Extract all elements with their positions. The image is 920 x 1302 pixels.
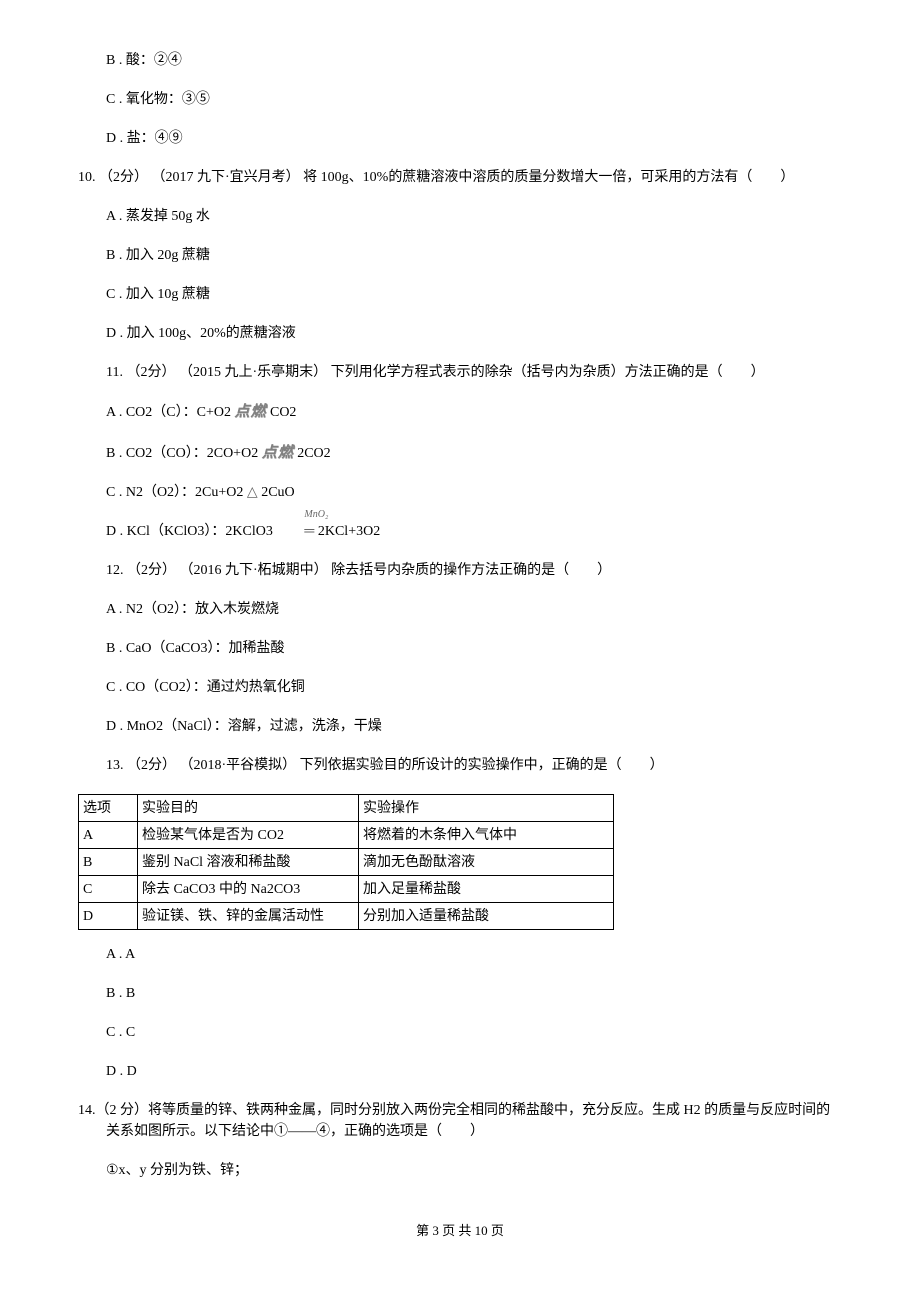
table-header: 实验操作 — [359, 795, 614, 822]
q13-option-a: A . A — [78, 944, 842, 965]
q13-table: 选项 实验目的 实验操作 A 检验某气体是否为 CO2 将燃着的木条伸入气体中 … — [78, 794, 614, 930]
q12-option-c: C . CO（CO2）：通过灼热氧化铜 — [78, 677, 842, 698]
q10-stem: 10. （2分） （2017 九下·宜兴月考） 将 100g、10%的蔗糖溶液中… — [78, 167, 842, 188]
q12-option-d: D . MnO2（NaCl）：溶解，过滤，洗涤，干燥 — [78, 716, 842, 737]
table-row: D 验证镁、铁、锌的金属活动性 分别加入适量稀盐酸 — [79, 903, 614, 930]
table-cell: C — [79, 876, 138, 903]
q9-option-d: D . 盐：④⑨ — [78, 128, 842, 149]
table-cell: A — [79, 822, 138, 849]
q11-a-pre: A . CO2（C）：C+O2 — [106, 405, 234, 420]
table-cell: 除去 CaCO3 中的 Na2CO3 — [138, 876, 359, 903]
q11-b-pre: B . CO2（CO）：2CO+O2 — [106, 446, 262, 461]
q12-option-b: B . CaO（CaCO3）：加稀盐酸 — [78, 638, 842, 659]
q12-option-a: A . N2（O2）：放入木炭燃烧 — [78, 599, 842, 620]
q10-option-d: D . 加入 100g、20%的蔗糖溶液 — [78, 323, 842, 344]
q11-option-a: A . CO2（C）：C+O2 点燃 CO2 — [78, 401, 842, 424]
q11-d-pre: D . KCl（KClO3）：2KClO3 — [106, 524, 276, 539]
q11-option-c: C . N2（O2）：2Cu+O2 △ 2CuO — [78, 482, 842, 503]
table-row: 选项 实验目的 实验操作 — [79, 795, 614, 822]
table-cell: 加入足量稀盐酸 — [359, 876, 614, 903]
q10-option-c: C . 加入 10g 蔗糖 — [78, 284, 842, 305]
mno2-icon: MnO₂═ — [276, 521, 314, 542]
q13-option-b: B . B — [78, 983, 842, 1004]
mno2-top: MnO₂ — [276, 507, 314, 522]
q11-stem: 11. （2分） （2015 九上·乐亭期末） 下列用化学方程式表示的除杂（括号… — [78, 362, 842, 383]
table-cell: D — [79, 903, 138, 930]
table-cell: B — [79, 849, 138, 876]
table-row: C 除去 CaCO3 中的 Na2CO3 加入足量稀盐酸 — [79, 876, 614, 903]
q14-stem: 14.（2 分）将等质量的锌、铁两种金属，同时分别放入两份完全相同的稀盐酸中，充… — [78, 1100, 842, 1142]
q13-option-d: D . D — [78, 1061, 842, 1082]
q11-c-post: 2CuO — [258, 485, 295, 500]
q10-option-b: B . 加入 20g 蔗糖 — [78, 245, 842, 266]
q11-option-d: D . KCl（KClO3）：2KClO3 MnO₂═ 2KCl+3O2 — [78, 521, 842, 542]
q11-c-pre: C . N2（O2）：2Cu+O2 — [106, 485, 247, 500]
table-cell: 检验某气体是否为 CO2 — [138, 822, 359, 849]
table-cell: 验证镁、铁、锌的金属活动性 — [138, 903, 359, 930]
table-header: 选项 — [79, 795, 138, 822]
q13-option-c: C . C — [78, 1022, 842, 1043]
page-footer: 第 3 页 共 10 页 — [78, 1221, 842, 1241]
table-cell: 将燃着的木条伸入气体中 — [359, 822, 614, 849]
dianran-icon: 点燃 — [234, 404, 266, 420]
q9-option-c: C . 氧化物：③⑤ — [78, 89, 842, 110]
mno2-bot: ═ — [304, 524, 314, 539]
table-row: B 鉴别 NaCl 溶液和稀盐酸 滴加无色酚酞溶液 — [79, 849, 614, 876]
q14-line2: ①x、y 分别为铁、锌； — [78, 1160, 842, 1181]
q11-option-b: B . CO2（CO）：2CO+O2 点燃 2CO2 — [78, 442, 842, 465]
table-header: 实验目的 — [138, 795, 359, 822]
q11-d-post: 2KCl+3O2 — [314, 524, 380, 539]
q11-a-post: CO2 — [266, 405, 296, 420]
table-cell: 分别加入适量稀盐酸 — [359, 903, 614, 930]
q9-option-b: B . 酸：②④ — [78, 50, 842, 71]
table-cell: 滴加无色酚酞溶液 — [359, 849, 614, 876]
dianran-icon: 点燃 — [262, 445, 294, 461]
q11-b-post: 2CO2 — [294, 446, 331, 461]
delta-icon: △ — [247, 485, 258, 500]
table-cell: 鉴别 NaCl 溶液和稀盐酸 — [138, 849, 359, 876]
q12-stem: 12. （2分） （2016 九下·柘城期中） 除去括号内杂质的操作方法正确的是… — [78, 560, 842, 581]
q13-stem: 13. （2分） （2018·平谷模拟） 下列依据实验目的所设计的实验操作中，正… — [78, 755, 842, 776]
table-row: A 检验某气体是否为 CO2 将燃着的木条伸入气体中 — [79, 822, 614, 849]
q10-option-a: A . 蒸发掉 50g 水 — [78, 206, 842, 227]
